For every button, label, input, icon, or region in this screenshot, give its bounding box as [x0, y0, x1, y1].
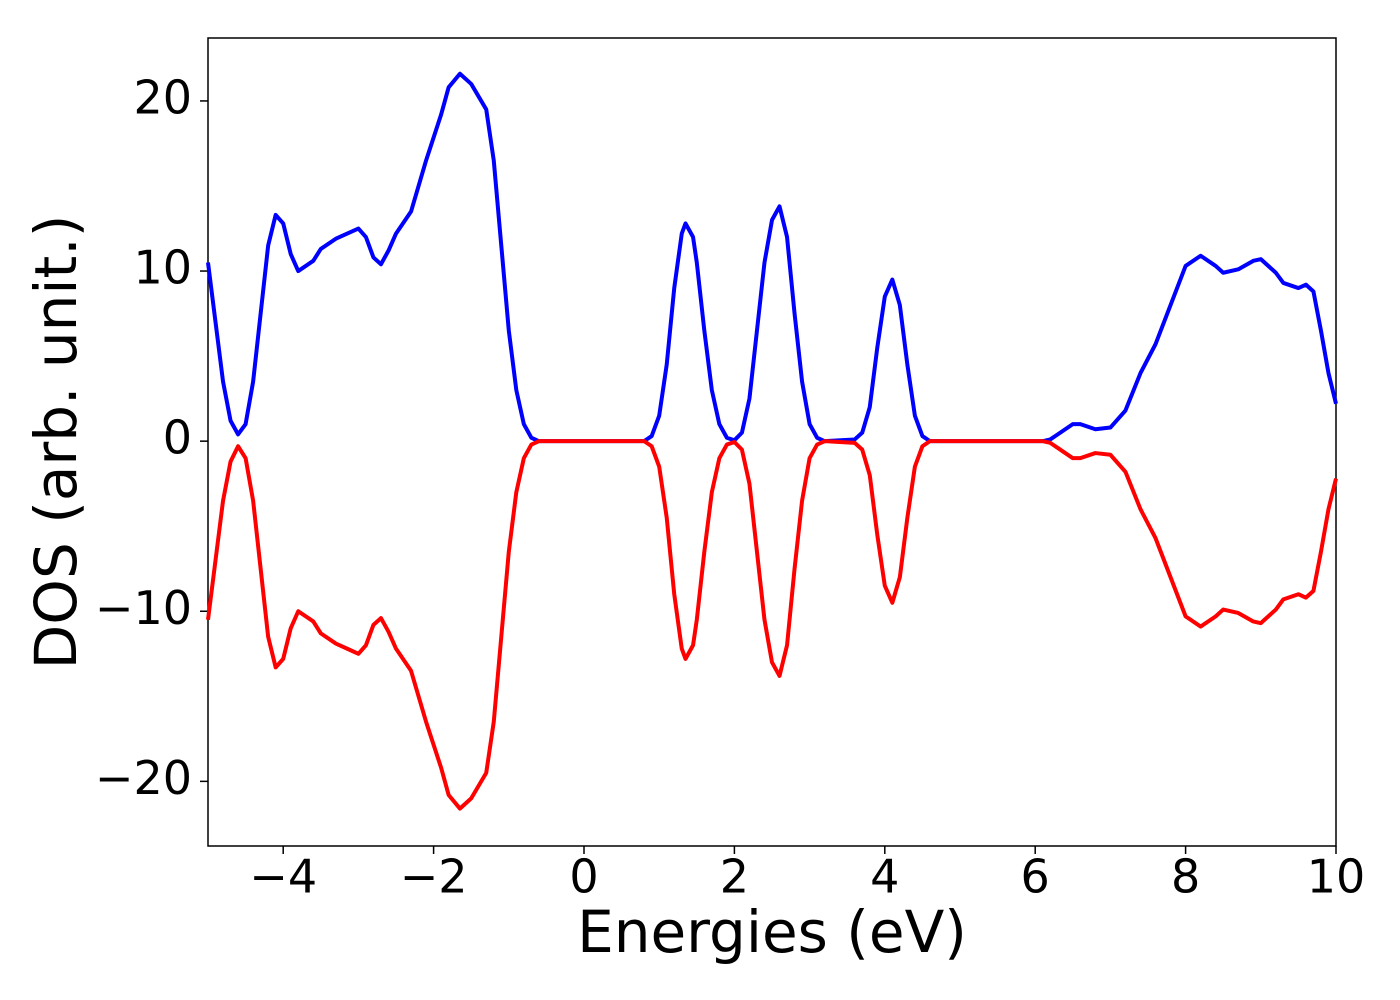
x-tick-label: 2 [720, 850, 749, 904]
dos-line [206, 71, 1338, 444]
y-tick-label: −20 [95, 751, 192, 805]
x-tick-label: 4 [870, 850, 899, 904]
x-tick-label: −4 [249, 850, 317, 904]
y-axis-label: DOS (arb. unit.) [22, 215, 90, 670]
y-tick-label: 20 [133, 70, 192, 124]
x-tick-label: 0 [569, 850, 598, 904]
y-tick-label: −10 [95, 581, 192, 635]
x-tick-label: −2 [400, 850, 468, 904]
plot-frame [207, 37, 1337, 847]
x-axis-label: Energies (eV) [577, 898, 967, 966]
x-tick-label: 6 [1021, 850, 1050, 904]
x-tick-label: 10 [1307, 850, 1366, 904]
y-tick-label: 10 [133, 241, 192, 295]
x-tick-label: 8 [1171, 850, 1200, 904]
y-tick-label: 0 [163, 411, 192, 465]
dos-line [206, 439, 1338, 811]
